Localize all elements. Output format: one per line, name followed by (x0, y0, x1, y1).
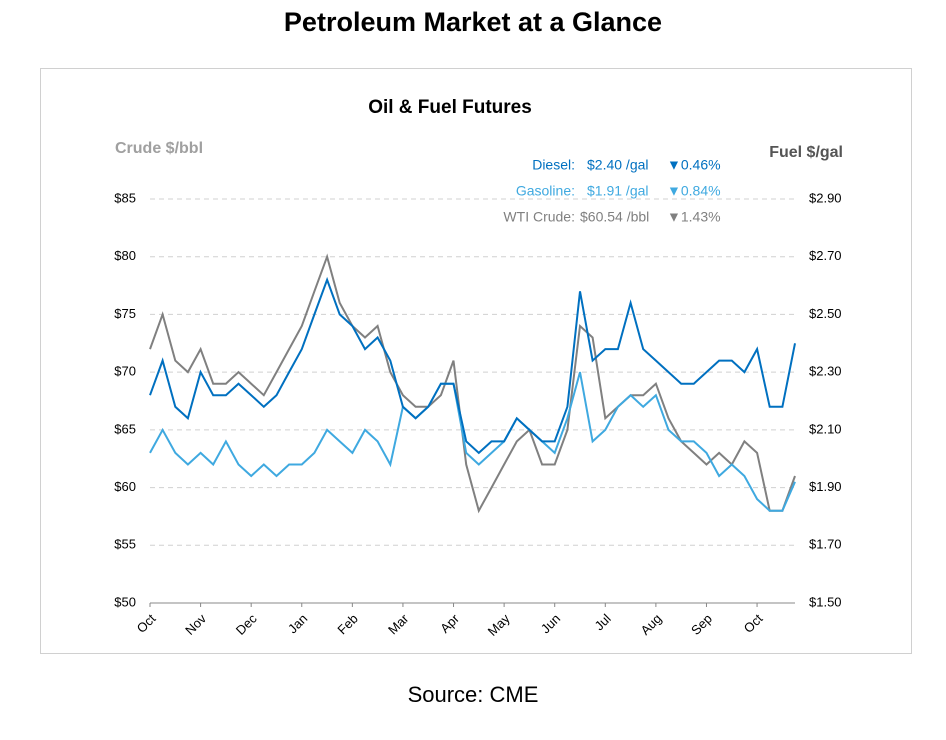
y2-tick-label: $2.10 (809, 421, 842, 436)
y2-tick-label: $2.70 (809, 248, 842, 263)
y-axis-label: Crude $/bbl (115, 140, 203, 157)
y-tick-label: $65 (114, 421, 136, 436)
page-title: Petroleum Market at a Glance (284, 7, 662, 37)
y-tick-label: $70 (114, 364, 136, 379)
chart-title: Oil & Fuel Futures (368, 97, 532, 118)
legend-change: ▼1.43% (667, 209, 721, 225)
chart-frame (40, 68, 912, 654)
legend-change: ▼0.84% (667, 183, 721, 199)
series-line (149, 276, 796, 455)
legend-price: $2.40 /gal (587, 157, 649, 173)
y2-tick-label: $1.50 (809, 594, 842, 609)
y-tick-label: $75 (114, 306, 136, 321)
series-line (149, 371, 796, 512)
series-line (149, 253, 796, 514)
legend-price: $60.54 /bbl (580, 209, 649, 225)
source-note: Source: CME (408, 682, 539, 707)
y2-axis-label: Fuel $/gal (769, 144, 843, 161)
y-tick-label: $60 (114, 479, 136, 494)
y2-tick-label: $2.90 (809, 190, 842, 205)
y2-tick-label: $2.50 (809, 306, 842, 321)
legend-change: ▼0.46% (667, 157, 721, 173)
y2-tick-label: $2.30 (809, 364, 842, 379)
legend-label: Gasoline: (516, 183, 575, 199)
y-tick-label: $50 (114, 594, 136, 609)
legend-label: Diesel: (532, 157, 575, 173)
y2-tick-label: $1.90 (809, 479, 842, 494)
y-tick-label: $80 (114, 248, 136, 263)
y2-tick-label: $1.70 (809, 537, 842, 552)
legend-label: WTI Crude: (503, 209, 575, 225)
y-tick-label: $55 (114, 537, 136, 552)
y-tick-label: $85 (114, 190, 136, 205)
legend-price: $1.91 /gal (587, 183, 649, 199)
